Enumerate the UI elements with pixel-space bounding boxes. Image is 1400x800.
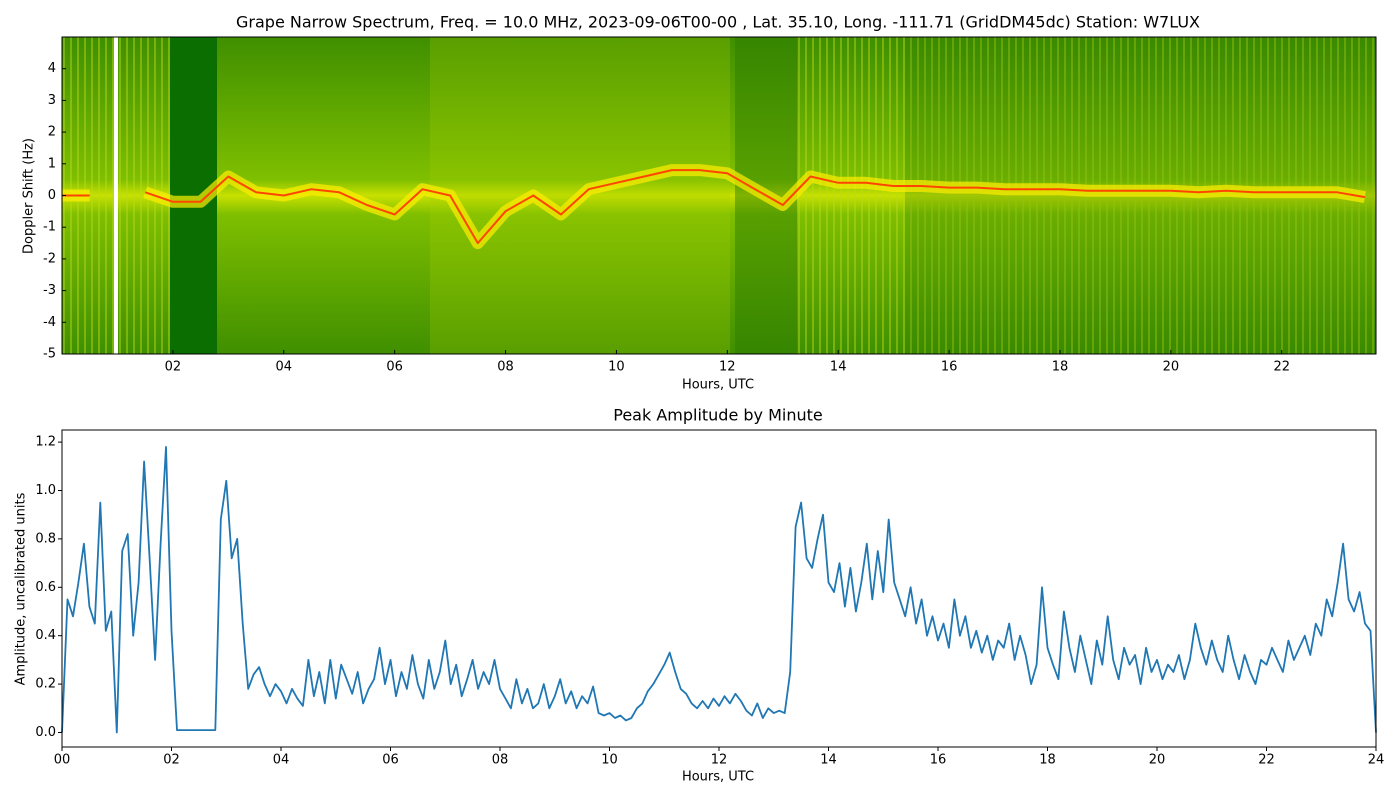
- x-tick-label: 10: [601, 753, 618, 768]
- x-tick-label: 18: [1052, 360, 1069, 375]
- x-tick-label: 22: [1258, 753, 1275, 768]
- signal-trace: [62, 169, 1366, 245]
- y-tick-label: 0.2: [35, 677, 56, 692]
- x-tick-label: 02: [163, 753, 180, 768]
- y-axis-label: Amplitude, uncalibrated units: [14, 492, 29, 685]
- x-tick-label: 02: [165, 360, 182, 375]
- x-tick-label: 20: [1149, 753, 1166, 768]
- x-tick-label: 04: [275, 360, 292, 375]
- y-tick-label: -3: [43, 283, 56, 298]
- y-tick-label: -2: [43, 251, 56, 266]
- y-tick-label: 0: [48, 188, 56, 203]
- x-tick-label: 06: [386, 360, 403, 375]
- y-tick-label: -1: [43, 220, 56, 235]
- x-tick-label: 22: [1273, 360, 1290, 375]
- line: [61, 446, 1377, 734]
- x-tick-label: 12: [711, 753, 728, 768]
- x-tick-label: 04: [273, 753, 290, 768]
- x-tick-label: 10: [608, 360, 625, 375]
- x-axis-label: Hours, UTC: [682, 378, 754, 393]
- y-tick-label: 4: [48, 61, 56, 76]
- y-tick-label: -5: [43, 347, 56, 362]
- y-tick-label: 3: [48, 93, 56, 108]
- x-tick-label: 24: [1368, 753, 1385, 768]
- plot-frame: [61, 429, 1377, 748]
- x-tick-label: 18: [1039, 753, 1056, 768]
- x-tick-label: 06: [382, 753, 399, 768]
- chart-title: Peak Amplitude by Minute: [613, 406, 823, 425]
- y-tick-label: 1: [48, 156, 56, 171]
- x-tick-label: 14: [820, 753, 837, 768]
- y-tick-label: 0.8: [35, 531, 56, 546]
- x-tick-label: 20: [1163, 360, 1180, 375]
- x-tick-label: 08: [492, 753, 509, 768]
- x-tick-label: 16: [941, 360, 958, 375]
- y-tick-label: 0.6: [35, 580, 56, 595]
- y-tick-label: 1.0: [35, 483, 56, 498]
- y-axis-label: Doppler Shift (Hz): [22, 138, 37, 254]
- chart-title: Grape Narrow Spectrum, Freq. = 10.0 MHz,…: [236, 13, 1200, 32]
- x-tick-label: 12: [719, 360, 736, 375]
- x-tick-label: 00: [54, 753, 71, 768]
- x-tick-label: 14: [830, 360, 847, 375]
- x-axis-label: Hours, UTC: [682, 770, 754, 785]
- x-tick-label: 08: [497, 360, 514, 375]
- y-tick-label: -4: [43, 315, 56, 330]
- y-tick-label: 0.0: [35, 725, 56, 740]
- x-tick-label: 16: [930, 753, 947, 768]
- y-tick-label: 2: [48, 125, 56, 140]
- y-tick-label: 1.2: [35, 435, 56, 450]
- y-tick-label: 0.4: [35, 628, 56, 643]
